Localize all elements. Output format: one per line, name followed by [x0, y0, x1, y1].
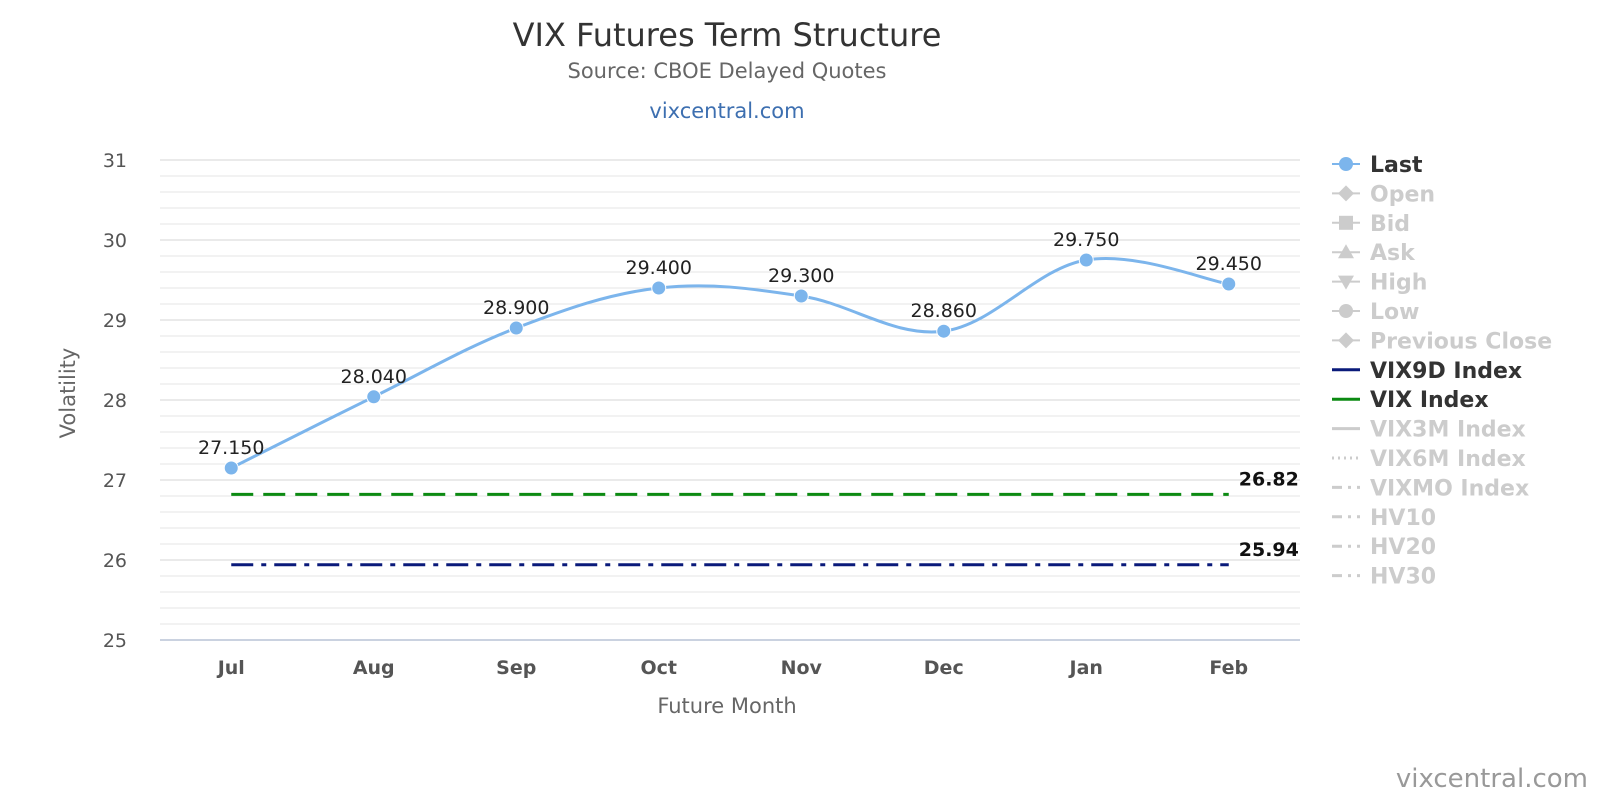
- legend-item-vix3m-index[interactable]: VIX3M Index: [1332, 418, 1526, 443]
- legend-label: VIXMO Index: [1370, 476, 1529, 501]
- last-series-data-label: 28.900: [483, 297, 549, 319]
- legend-label: VIX9D Index: [1370, 359, 1522, 384]
- legend-label: HV10: [1370, 506, 1436, 531]
- x-tick-label: Feb: [1209, 657, 1248, 679]
- legend-label: VIX6M Index: [1370, 447, 1526, 472]
- x-tick-label: Aug: [353, 657, 395, 679]
- legend-label: HV30: [1370, 565, 1436, 590]
- last-series-point: [793, 288, 809, 304]
- x-tick-label: Jan: [1068, 657, 1103, 679]
- legend-marker-diamond-icon: [1338, 332, 1354, 349]
- x-axis-title: Future Month: [657, 694, 796, 718]
- legend-label: VIX Index: [1370, 388, 1489, 413]
- legend-item-ask[interactable]: Ask: [1332, 241, 1416, 266]
- y-tick-label: 29: [103, 310, 127, 332]
- source-link[interactable]: vixcentral.com: [649, 99, 804, 123]
- last-series-data-label: 28.860: [911, 300, 977, 322]
- last-series-line: [230, 257, 1230, 470]
- vix9d-index-value-label: 25.94: [1239, 539, 1299, 561]
- y-tick-label: 25: [103, 630, 127, 652]
- x-tick-label: Nov: [781, 657, 823, 679]
- last-series-data-label: 29.300: [768, 265, 834, 287]
- last-series-data-label: 28.040: [341, 366, 407, 388]
- last-series-point: [223, 460, 239, 476]
- x-tick-label: Sep: [496, 657, 536, 679]
- legend-label: Open: [1370, 182, 1435, 207]
- chart-title: VIX Futures Term Structure: [513, 16, 942, 54]
- y-axis-ticks: 25 26 27 28 29 30 31: [103, 150, 127, 652]
- legend-item-previous-close[interactable]: Previous Close: [1332, 329, 1552, 354]
- x-axis-ticks: Jul Aug Sep Oct Nov Dec Jan Feb: [216, 657, 1248, 679]
- last-series[interactable]: 27.150 28.040 28.900 29.400 29.300 28.860 29.7…: [198, 229, 1262, 476]
- legend-item-vix-index[interactable]: VIX Index: [1332, 388, 1489, 413]
- legend-item-hv30[interactable]: HV30: [1332, 565, 1436, 590]
- legend-label: Low: [1370, 300, 1419, 325]
- index-lines: 26.82 25.94: [231, 468, 1299, 567]
- y-axis-title: Volatility: [56, 348, 80, 439]
- legend-label: Previous Close: [1370, 329, 1552, 354]
- last-series-point: [366, 389, 382, 405]
- last-series-data-label: 29.450: [1196, 253, 1262, 275]
- last-series-point: [936, 323, 952, 339]
- y-tick-label: 27: [103, 470, 127, 492]
- last-series-point: [1221, 276, 1237, 292]
- legend-label: HV20: [1370, 535, 1436, 560]
- legend: Last Open Bid Ask High Low Previous Close VIX9D…: [1332, 153, 1552, 590]
- last-series-point: [651, 280, 667, 296]
- last-series-point: [508, 320, 524, 336]
- x-tick-label: Oct: [641, 657, 678, 679]
- x-tick-label: Jul: [216, 657, 245, 679]
- legend-label: Bid: [1370, 212, 1410, 237]
- y-tick-label: 26: [103, 550, 127, 572]
- y-tick-label: 28: [103, 390, 127, 412]
- legend-marker-triangle-icon: [1338, 244, 1354, 259]
- grid-lines: [160, 159, 1300, 641]
- legend-label: VIX3M Index: [1370, 418, 1526, 443]
- legend-item-low[interactable]: Low: [1332, 300, 1419, 325]
- legend-item-vix6m-index[interactable]: VIX6M Index: [1332, 447, 1526, 472]
- credit-text[interactable]: vixcentral.com: [1396, 764, 1588, 794]
- legend-label: Ask: [1370, 241, 1416, 266]
- legend-marker-circle-icon: [1339, 304, 1353, 318]
- legend-item-hv10[interactable]: HV10: [1332, 506, 1436, 531]
- legend-item-bid[interactable]: Bid: [1332, 212, 1410, 237]
- legend-item-hv20[interactable]: HV20: [1332, 535, 1436, 560]
- legend-item-last[interactable]: Last: [1332, 153, 1423, 178]
- legend-label: Last: [1370, 153, 1423, 178]
- last-series-data-label: 27.150: [198, 437, 264, 459]
- legend-item-high[interactable]: High: [1332, 271, 1427, 296]
- chart-subtitle: Source: CBOE Delayed Quotes: [568, 59, 887, 83]
- legend-marker-circle-icon: [1339, 157, 1353, 171]
- legend-item-vix9d-index[interactable]: VIX9D Index: [1332, 359, 1522, 384]
- legend-item-open[interactable]: Open: [1332, 182, 1435, 207]
- last-series-data-label: 29.750: [1053, 229, 1119, 251]
- legend-marker-diamond-icon: [1338, 185, 1354, 202]
- legend-label: High: [1370, 271, 1427, 296]
- last-series-point: [1078, 252, 1094, 268]
- legend-marker-triangle-down-icon: [1338, 275, 1354, 290]
- last-series-data-label: 29.400: [626, 257, 692, 279]
- y-tick-label: 31: [103, 150, 127, 172]
- vix-index-value-label: 26.82: [1239, 468, 1299, 490]
- x-tick-label: Dec: [924, 657, 964, 679]
- legend-item-vixmo-index[interactable]: VIXMO Index: [1332, 476, 1529, 501]
- y-tick-label: 30: [103, 230, 127, 252]
- legend-marker-square-icon: [1339, 215, 1353, 230]
